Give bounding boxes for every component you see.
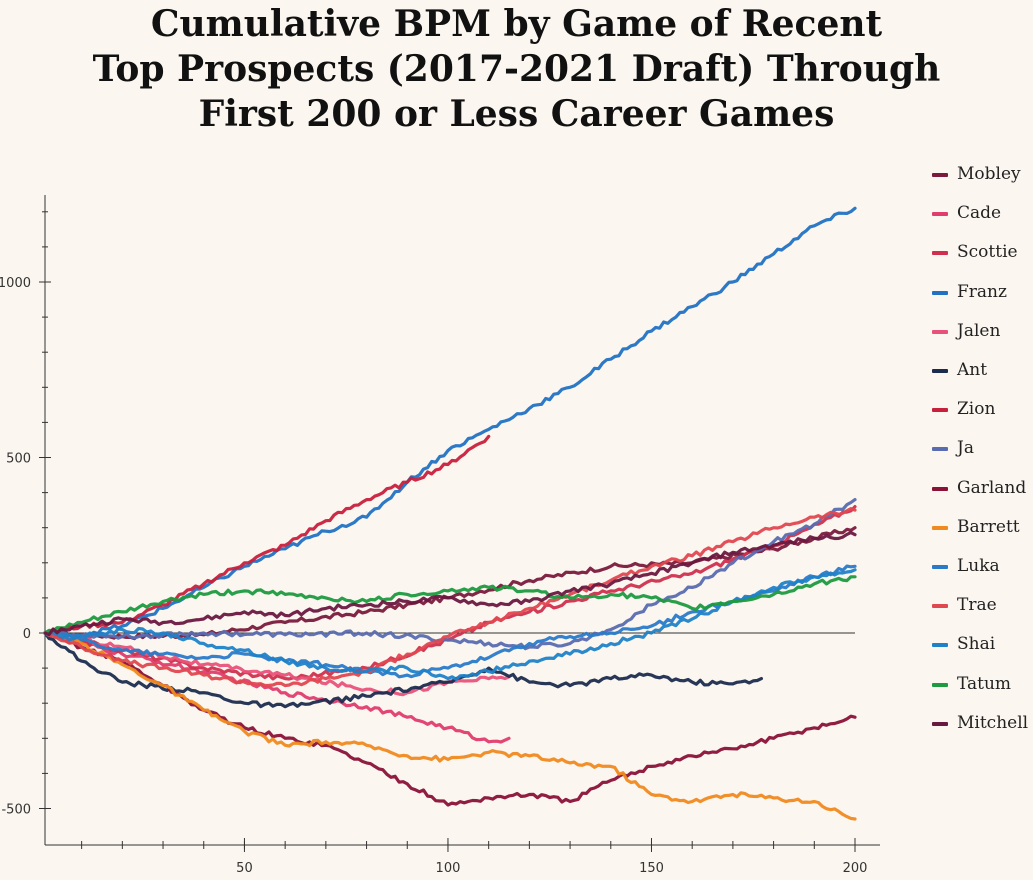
legend-label: Trae (957, 595, 997, 616)
y-tick-label: 500 (6, 452, 31, 467)
legend-swatch (932, 486, 948, 491)
series-line-tatum (43, 575, 857, 635)
series-line-jalen (43, 630, 511, 697)
legend-swatch (932, 721, 948, 726)
legend-swatch (932, 643, 948, 648)
legend-label: Scottie (957, 242, 1018, 263)
x-tick-label: 200 (843, 861, 868, 876)
legend-swatch (932, 369, 948, 373)
series-line-barrett (43, 630, 857, 821)
title-line-1: Cumulative BPM by Game of Recent (150, 3, 883, 45)
legend-label: Luka (957, 556, 1000, 576)
title-line-2: Top Prospects (2017-2021 Draft) Through (92, 48, 941, 90)
series-line-ja (43, 498, 857, 651)
legend-swatch (932, 408, 948, 413)
legend-swatch (932, 604, 948, 609)
series-line-mitchell (43, 531, 857, 637)
legend-swatch (932, 565, 948, 569)
legend-label: Franz (957, 281, 1007, 302)
legend-swatch (932, 329, 948, 334)
legend-label: Barrett (957, 516, 1020, 537)
x-tick-label: 50 (236, 861, 253, 876)
y-tick-label: 1000 (0, 276, 31, 291)
x-tick-label: 100 (436, 861, 461, 876)
title-line-3: First 200 or Less Career Games (198, 93, 835, 135)
legend-label: Mobley (957, 164, 1021, 184)
legend-label: Mitchell (957, 712, 1029, 733)
legend-swatch (932, 290, 948, 295)
legend-swatch (932, 173, 948, 177)
series-line-ant (43, 631, 763, 709)
legend-swatch (932, 212, 948, 217)
legend-swatch (932, 251, 948, 256)
legend-swatch (932, 682, 948, 687)
series-line-trae (43, 507, 857, 688)
legend-label: Ant (957, 360, 988, 380)
legend-label: Cade (957, 203, 1002, 224)
y-tick-label: 0 (23, 627, 31, 642)
series-line-cade (43, 631, 511, 744)
legend-label: Garland (957, 477, 1027, 498)
y-tick-label: -500 (1, 803, 31, 818)
series-line-franz (43, 206, 857, 639)
legend-label: Tatum (957, 673, 1012, 694)
legend-label: Ja (957, 438, 974, 459)
legend-label: Shai (957, 634, 996, 655)
series-line-shai (43, 568, 857, 681)
chart-title: Cumulative BPM by Game of Recent Top Pro… (0, 0, 1033, 137)
x-tick-label: 150 (639, 861, 664, 876)
legend-swatch (932, 525, 948, 530)
series-line-zion (43, 434, 491, 636)
legend-swatch (932, 447, 948, 452)
legend-label: Jalen (957, 320, 1001, 341)
legend-label: Zion (957, 399, 996, 420)
